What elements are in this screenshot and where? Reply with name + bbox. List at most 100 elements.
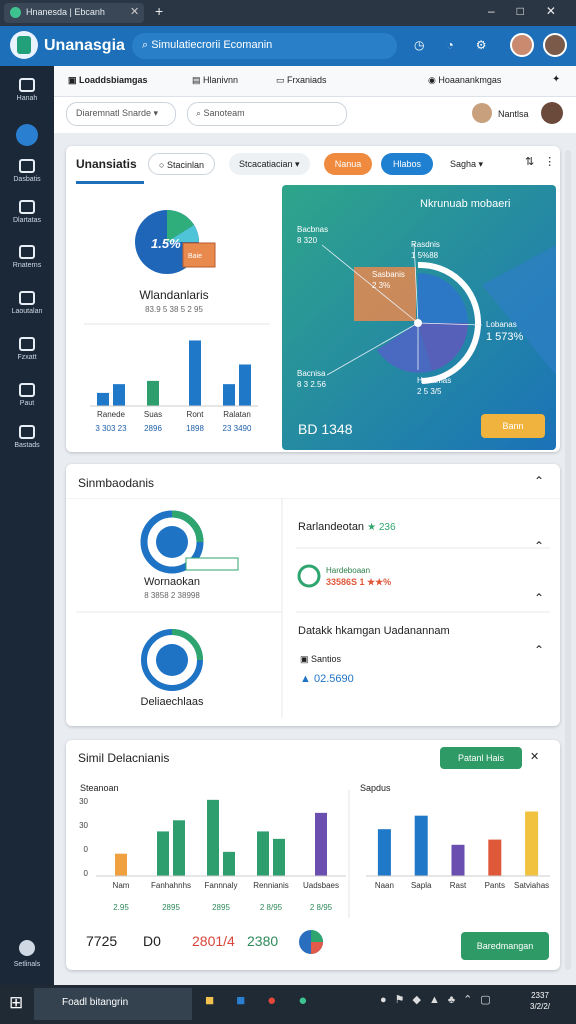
y-axis-label: 30 (79, 797, 88, 806)
row-toggles[interactable]: ⌃ ⌃ ⌃ (534, 539, 545, 657)
bar (315, 812, 327, 876)
taskbar-search[interactable] (34, 988, 192, 1020)
x-tick-label: Fannnaly (205, 881, 238, 890)
bar (451, 844, 465, 876)
collapse[interactable]: ⌃ (534, 474, 545, 488)
card-actions[interactable]: ⇅⋮ (525, 156, 566, 168)
bar (488, 839, 502, 876)
filter-label: Stacinlan (166, 160, 204, 170)
more-label: Sagha (450, 159, 477, 169)
y-axis-label: 0 (84, 845, 89, 854)
panel-label: Sasbanis (372, 270, 405, 279)
card-title: Sinmbaodanis (78, 476, 155, 490)
nav-tab[interactable]: ▭ Frxaniads (276, 75, 327, 85)
sidebar-label[interactable]: Rnaterns (12, 262, 42, 269)
button[interactable]: Baredmangan (461, 932, 549, 960)
tab-title: Hnanesda | Ebcanh (26, 7, 105, 17)
nav-tab-label: Hoaanankmgas (438, 75, 502, 85)
sim-row[interactable]: Rarlandeotan ★ 236 (298, 521, 396, 533)
clock-time: 2337 (531, 991, 549, 1000)
tab[interactable] (4, 3, 144, 23)
panel-title: Nkrunuab mobaeri (420, 198, 511, 210)
filter-dropdown[interactable]: Stcacatiacian ▾ (229, 153, 310, 175)
settings-icon[interactable] (19, 940, 35, 956)
button[interactable]: Hlabos (381, 153, 433, 175)
pie-badge-label: Baie (188, 253, 203, 260)
stat-value: 2380 (247, 933, 279, 949)
dropdown[interactable] (66, 102, 176, 126)
x-tick-label: Fanhahnhs (151, 881, 191, 890)
mini-pie (299, 930, 323, 954)
taskbar-apps[interactable]: ■■●● (205, 992, 330, 1009)
pin[interactable]: ✦ (552, 74, 561, 85)
sidebar-label[interactable]: Hanah (16, 95, 38, 102)
badge-icon[interactable] (16, 124, 38, 146)
bar (273, 838, 285, 876)
start-button[interactable]: ⊞ (9, 993, 24, 1012)
x-tick-label: Pants (485, 881, 505, 890)
x-tick-label: Rennianis (253, 881, 289, 890)
close-tab[interactable]: ✕ (130, 6, 140, 18)
close[interactable]: ✕ (530, 751, 540, 763)
scrollbar[interactable] (565, 150, 571, 970)
nav-tab-label: Frxaniads (287, 75, 327, 85)
panel-total: BD 1348 (298, 421, 353, 437)
donut-center (414, 319, 422, 327)
avatar[interactable] (543, 33, 567, 57)
panel-label: Rasdnis (411, 240, 440, 249)
panel-label: Bacbnas (297, 225, 329, 234)
sidebar-settings[interactable]: Setlinals (13, 961, 41, 968)
more-dropdown[interactable]: Sagha ▾ (450, 159, 484, 169)
sidebar-icon[interactable] (19, 383, 35, 397)
chart-title: Sapdus (360, 783, 391, 793)
button[interactable]: Bann (481, 414, 545, 438)
sidebar-label[interactable]: Laoutalan (11, 308, 43, 315)
header-icons[interactable]: ◷◔⚙ (414, 38, 509, 52)
sidebar-icon[interactable] (19, 200, 35, 214)
button[interactable]: Nanua (324, 153, 372, 175)
card-title: Unansiatis (76, 157, 137, 171)
search-placeholder: Sanoteam (203, 108, 245, 118)
nav-tab[interactable]: ▤ Hlanivnn (192, 75, 239, 85)
sidebar-icon[interactable] (19, 159, 35, 173)
avatar[interactable] (510, 33, 534, 57)
sim-item-text: 02.5690 (313, 673, 354, 685)
sidebar-icon[interactable] (19, 245, 35, 259)
bar (173, 820, 185, 876)
sim-row-title: Datakk hkamgan Uadanannam (298, 625, 450, 637)
x-tick-label: Suas (144, 410, 162, 419)
sidebar-label[interactable]: Dasbatis (13, 176, 41, 183)
window-controls[interactable]: –□✕ (488, 4, 576, 18)
new-tab[interactable]: + (155, 3, 164, 19)
sidebar-icon[interactable] (19, 337, 35, 351)
avatar[interactable] (541, 102, 563, 124)
panel-value: 1 5%88 (411, 251, 439, 260)
donut-slice (418, 273, 468, 323)
app-name: Unanasgia (44, 37, 125, 54)
search-text: ⌕ Simulatiecrorii Ecomanin (142, 39, 273, 51)
stat-value: 7725 (86, 933, 118, 949)
simulations-card (66, 464, 560, 726)
search-box[interactable] (132, 33, 397, 59)
search-box[interactable] (187, 102, 347, 126)
sidebar-icon[interactable] (19, 291, 35, 305)
dropdown-text: Diaremnatl Snarde (76, 108, 152, 118)
sidebar-label[interactable]: Paut (19, 400, 35, 407)
sidebar-label[interactable]: Dlartatas (12, 217, 41, 224)
sidebar-icon[interactable] (19, 425, 35, 439)
bar (377, 829, 391, 876)
sim-row-value: ★ 236 (367, 522, 396, 533)
sidebar-label[interactable]: Bastads (14, 442, 40, 449)
avatar[interactable] (472, 103, 492, 123)
button[interactable]: Patanl Hais (440, 747, 522, 769)
title-underline (76, 181, 144, 184)
sidebar-icon[interactable] (19, 78, 35, 92)
sidebar-label[interactable]: Fzxatt (17, 354, 37, 361)
nav-tab-label: Loaddsbiamgas (79, 75, 148, 85)
nav-tab[interactable]: ◉ Hoaanankmgas (428, 75, 502, 85)
bar-caption: 2895 (162, 903, 180, 912)
nav-tab[interactable]: ▣ Loaddsbiamgas (68, 75, 148, 85)
filter-pill[interactable]: ○ Stacinlan (148, 153, 215, 175)
nav-tab-label: Hlanivnn (203, 75, 239, 85)
pie-slice (167, 225, 199, 242)
